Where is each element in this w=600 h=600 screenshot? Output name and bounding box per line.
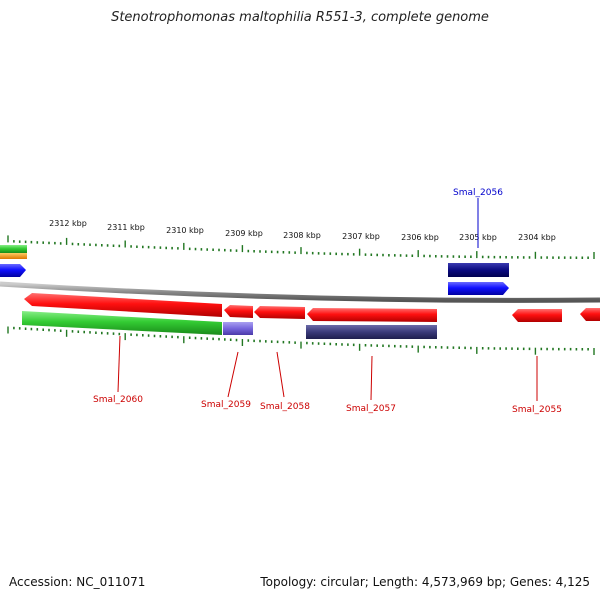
gene-label-smal-2060[interactable]: Smal_2060 [93,395,143,405]
inner-tick-ring [7,326,595,355]
gene-label-smal-2057[interactable]: Smal_2057 [346,404,396,414]
genome-backbone [0,281,600,303]
outer-tick-ring [7,235,595,259]
scale-label: 2312 kbp [49,219,87,228]
gene-label-smal-2059[interactable]: Smal_2059 [201,400,251,410]
accession-text: Accession: NC_011071 [9,575,146,589]
scale-label: 2309 kbp [225,229,263,238]
forward-cds-left[interactable] [0,264,26,277]
gene-labels: Smal_2056 Smal_2060 Smal_2059 Smal_2058 … [93,188,562,415]
orange-feature-left[interactable] [0,253,27,259]
navy-feature-smal-2056[interactable] [448,263,509,277]
scale-label: 2307 kbp [342,232,380,241]
scale-labels: 2312 kbp 2311 kbp 2310 kbp 2309 kbp 2308… [49,219,556,242]
leader-line-smal-2060 [117,335,121,393]
scale-label: 2306 kbp [401,233,439,242]
dark-purple-feature-smal-2057[interactable] [306,325,437,339]
gene-label-smal-2055[interactable]: Smal_2055 [512,405,562,415]
green-feature-smal-2060[interactable] [22,311,222,335]
gene-arrow-smal-2059[interactable] [224,305,253,318]
label-leader-lines [117,198,538,401]
scale-label: 2310 kbp [166,226,204,235]
purple-feature-smal-2059[interactable] [223,322,253,335]
gene-arrow-smal-2056[interactable] [448,282,509,295]
green-feature-left[interactable] [0,245,27,253]
map-title: Stenotrophomonas maltophilia R551-3, com… [111,10,489,25]
scale-label: 2311 kbp [107,223,145,232]
gene-label-smal-2056[interactable]: Smal_2056 [453,188,503,198]
topology-text: Topology: circular; Length: 4,573,969 bp… [260,575,590,589]
leader-line-smal-2059 [227,351,239,398]
gene-arrow-right-edge[interactable] [580,308,600,321]
scale-label: 2308 kbp [283,231,321,240]
gene-arrow-smal-2055[interactable] [512,309,562,322]
gene-arrow-smal-2060[interactable] [24,293,222,317]
gene-label-smal-2058[interactable]: Smal_2058 [260,402,310,412]
gene-arrow-smal-2057[interactable] [307,308,437,322]
gene-arrow-smal-2058[interactable] [254,306,305,319]
leader-line-smal-2058 [276,351,285,398]
scale-label: 2304 kbp [518,233,556,242]
leader-line-smal-2057 [370,355,373,401]
